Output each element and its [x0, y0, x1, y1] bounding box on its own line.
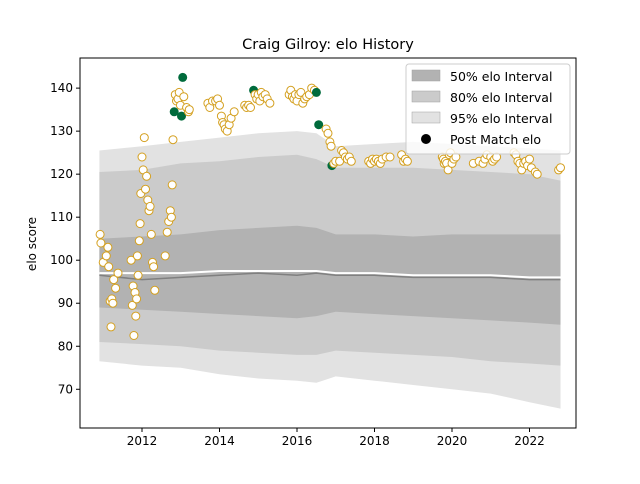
- post-match-point: [265, 98, 275, 108]
- post-match-point: [101, 251, 111, 261]
- post-match-point: [215, 100, 224, 110]
- post-match-point: [160, 251, 170, 261]
- post-match-point: [146, 229, 156, 239]
- legend-label: 80% elo Interval: [450, 90, 552, 105]
- post-match-point-highlight: [178, 72, 188, 82]
- post-match-point: [149, 262, 159, 272]
- post-match-point-highlight: [169, 107, 179, 117]
- post-match-point: [168, 135, 178, 145]
- legend-swatch: [411, 111, 441, 124]
- post-match-point: [167, 180, 177, 190]
- post-match-point: [134, 236, 144, 246]
- post-match-point: [132, 251, 142, 261]
- plot-frame: [79, 57, 577, 429]
- post-match-point: [525, 154, 534, 164]
- post-match-point: [142, 171, 152, 181]
- post-match-point: [133, 270, 143, 280]
- y-tick-label: 90: [58, 296, 73, 310]
- x-tick-label: 2012: [127, 434, 158, 448]
- post-match-point: [162, 227, 172, 237]
- y-tick-label: 100: [50, 253, 73, 267]
- post-match-point: [106, 322, 116, 332]
- post-match-point: [103, 242, 113, 252]
- post-match-point: [150, 285, 160, 295]
- y-tick-label: 140: [50, 81, 73, 95]
- post-match-point: [126, 255, 136, 265]
- post-match-point: [127, 300, 137, 310]
- post-match-point: [131, 311, 141, 321]
- post-match-point-highlight: [311, 87, 321, 97]
- post-match-point: [109, 275, 119, 285]
- median-line: [99, 272, 561, 281]
- y-axis-label: elo score: [25, 217, 39, 271]
- legend: 50% elo Interval 80% elo Interval 95% elo …: [405, 63, 571, 155]
- interval-bands: [99, 131, 561, 409]
- y-tick-label: 130: [50, 124, 73, 138]
- x-tick-label: 2016: [282, 434, 313, 448]
- legend-swatch: [411, 90, 441, 103]
- legend-label: 95% elo Interval: [450, 111, 552, 126]
- post-match-point: [137, 152, 147, 162]
- central-lines: [99, 270, 561, 281]
- post-match-point: [111, 283, 121, 293]
- post-match-point: [141, 184, 150, 194]
- chart-title: Craig Gilroy: elo History: [242, 37, 414, 53]
- post-match-point: [104, 262, 114, 272]
- x-tick-label: 2018: [359, 434, 390, 448]
- y-tick-label: 110: [50, 210, 73, 224]
- x-tick-label: 2020: [437, 434, 468, 448]
- y-tick-label: 120: [50, 167, 73, 181]
- post-match-point: [96, 238, 106, 248]
- post-match-point: [402, 156, 412, 166]
- post-match-point: [184, 105, 194, 115]
- post-match-point: [179, 92, 189, 102]
- post-match-point: [229, 107, 239, 117]
- post-match-point: [135, 219, 145, 229]
- y-tick-label: 80: [58, 339, 73, 353]
- post-match-point: [95, 229, 105, 239]
- legend-swatch: [411, 69, 441, 82]
- post-match-point: [556, 163, 565, 173]
- post-match-point: [326, 141, 336, 151]
- x-tick-label: 2022: [514, 434, 545, 448]
- legend-box: [405, 63, 571, 155]
- y-axis-ticks: 70 80 90 100 110 120 130 140: [50, 81, 80, 396]
- post-match-point: [139, 133, 149, 143]
- legend-marker: [421, 134, 431, 144]
- post-match-point: [346, 156, 356, 166]
- legend-label: Post Match elo: [450, 132, 541, 147]
- post-match-point-highlight: [314, 120, 324, 130]
- post-match-point: [246, 103, 255, 112]
- post-match-point: [129, 331, 139, 340]
- post-match-point: [323, 128, 333, 138]
- post-match-point-highlight: [177, 111, 186, 121]
- post-match-point: [108, 298, 118, 308]
- x-tick-label: 2014: [204, 434, 235, 448]
- post-match-point: [166, 212, 176, 222]
- legend-label: 50% elo Interval: [450, 69, 552, 84]
- post-match-point: [385, 152, 395, 162]
- post-match-point: [532, 169, 542, 179]
- post-match-point: [145, 201, 155, 211]
- mean-line: [99, 270, 561, 279]
- x-axis-ticks: 2012 2014 2016 2018 2020 2022: [127, 428, 545, 448]
- post-match-point: [132, 294, 142, 304]
- post-match-point: [443, 165, 453, 175]
- y-tick-label: 70: [58, 382, 73, 396]
- post-match-point: [113, 268, 123, 278]
